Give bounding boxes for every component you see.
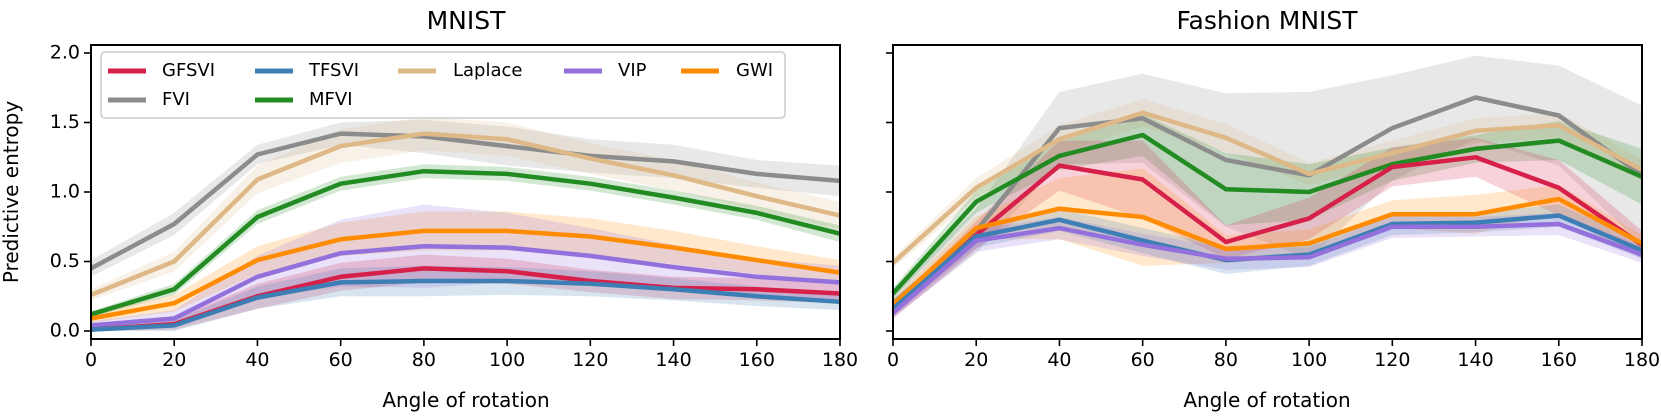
fashion-mnist-x-tick-label: 180 [1624, 349, 1660, 371]
mnist-y-ticks: 0.0 0.5 1.0 1.5 2.0 [50, 42, 91, 342]
mnist-x-tick-label: 140 [655, 349, 691, 371]
mnist-series-laplace [90, 131, 841, 297]
mnist-y-tick-label: 1.0 [50, 181, 80, 203]
mnist-band-laplace [91, 116, 840, 301]
mnist-lines [89, 131, 841, 332]
fashion-mnist-series-gwi [891, 196, 1644, 307]
fashion-mnist-x-tick-label: 100 [1291, 349, 1327, 371]
mnist-x-tick-label: 120 [572, 349, 608, 371]
fashion-mnist-x-tick-label: 160 [1541, 349, 1577, 371]
mnist-band-gwi [91, 211, 840, 323]
legend-label-laplace: Laplace [453, 60, 523, 81]
mnist-x-tick-label: 60 [329, 349, 353, 371]
mnist-y-tick-label: 0.0 [50, 320, 80, 342]
mnist-x-tick-label: 180 [822, 349, 858, 371]
fashion-mnist-x-tick-label: 140 [1457, 349, 1493, 371]
mnist-band-mfvi [91, 164, 840, 318]
fashion-mnist-x-tick-label: 60 [1131, 349, 1155, 371]
mnist-band-tfsvi [91, 265, 840, 331]
mnist-x-ticks: 0 20 40 60 80 100 120 140 160 180 [85, 339, 858, 371]
mnist-series-gwi [90, 228, 841, 321]
legend-label-fvi: FVI [162, 89, 190, 110]
mnist-x-tick-label: 20 [162, 349, 186, 371]
fashion-mnist-title: Fashion MNIST [1176, 6, 1358, 35]
fashion-mnist-series-mfvi [891, 132, 1643, 296]
legend-label-mfvi: MFVI [309, 89, 353, 110]
fashion-mnist-lines [891, 95, 1644, 315]
legend-label-gfsvi: GFSVI [162, 60, 215, 81]
fashion-mnist-band-gwi [893, 168, 1642, 311]
mnist-bands [91, 116, 840, 331]
mnist-title: MNIST [427, 6, 507, 35]
mnist-x-tick-label: 100 [489, 349, 525, 371]
mnist-series-tfsvi [90, 278, 841, 332]
fashion-mnist-band-vip [893, 212, 1642, 319]
fashion-mnist-band-fvi [893, 55, 1642, 318]
mnist-x-tick-label: 40 [245, 349, 269, 371]
mnist-series-fvi [89, 131, 841, 271]
legend-label-vip: VIP [618, 60, 647, 81]
legend: GFSVI TFSVI Laplace VIP GWI FVI MFVI [100, 51, 786, 119]
legend-label-gwi: GWI [736, 60, 773, 81]
mnist-y-tick-label: 0.5 [50, 250, 80, 272]
legend-label-tfsvi: TFSVI [308, 60, 359, 81]
mnist-x-tick-label: 160 [739, 349, 775, 371]
mnist-y-tick-label: 2.0 [50, 42, 80, 64]
fashion-mnist-x-tick-label: 120 [1374, 349, 1410, 371]
fashion-mnist-series-vip [891, 221, 1643, 315]
mnist-series-mfvi [90, 168, 841, 317]
mnist-y-tick-label: 1.5 [50, 111, 80, 133]
mnist-panel: MNIST 0 20 40 60 80 100 120 140 160 180 0.0 0.5 1.0… [0, 6, 858, 412]
fashion-mnist-x-tick-label: 0 [887, 349, 899, 371]
fashion-mnist-x-tick-label: 20 [964, 349, 988, 371]
mnist-x-tick-label: 80 [412, 349, 436, 371]
fashion-mnist-band-laplace [893, 98, 1642, 269]
fashion-mnist-x-axis-label: Angle of rotation [1183, 388, 1350, 412]
y-axis-label: Predictive entropy [0, 101, 23, 283]
mnist-series-vip [90, 243, 841, 328]
fashion-mnist-x-tick-label: 40 [1047, 349, 1071, 371]
fashion-mnist-y-ticks [886, 52, 893, 332]
fashion-mnist-panel: Fashion MNIST 0 20 40 60 80 100 120 140 160 180 A… [886, 6, 1660, 412]
fashion-mnist-series-laplace [891, 110, 1644, 265]
fashion-mnist-series-gfsvi [891, 155, 1644, 314]
fashion-mnist-x-ticks: 0 20 40 60 80 100 120 140 160 180 [887, 339, 1660, 371]
mnist-x-axis-label: Angle of rotation [382, 388, 549, 412]
mnist-x-tick-label: 0 [85, 349, 97, 371]
mnist-band-vip [91, 204, 840, 330]
fashion-mnist-x-tick-label: 80 [1214, 349, 1238, 371]
